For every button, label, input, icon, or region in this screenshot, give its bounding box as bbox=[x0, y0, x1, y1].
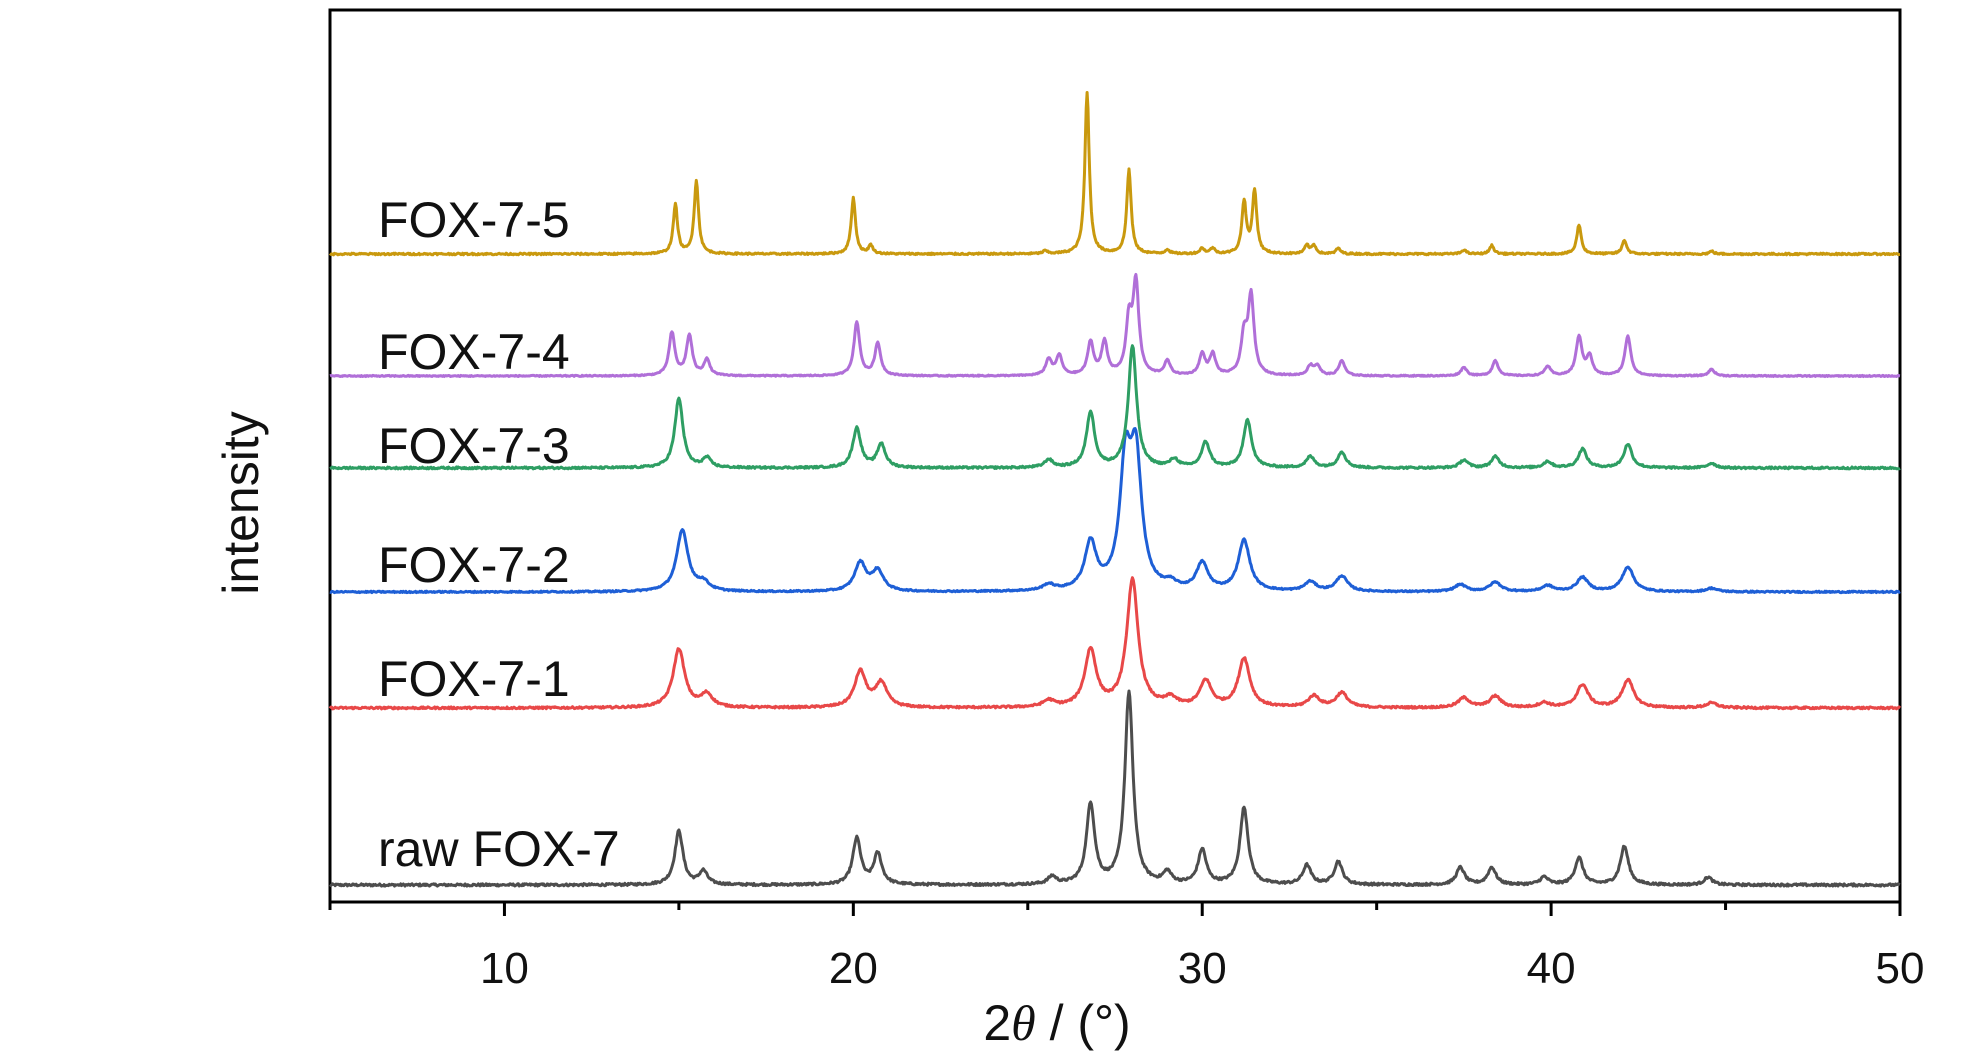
x-axis-title-symbol: θ bbox=[1011, 995, 1036, 1051]
series-label-0: raw FOX-7 bbox=[378, 821, 620, 877]
series-labels: raw FOX-7 FOX-7-1 FOX-7-2 FOX-7-3 FOX-7-4 FOX… bbox=[378, 192, 620, 877]
x-tick-label-30: 30 bbox=[1178, 944, 1227, 993]
x-axis-ticks: 10 20 30 40 50 bbox=[328, 902, 1925, 993]
series-line-3 bbox=[329, 344, 1901, 471]
x-axis-title: 2θ / (°) bbox=[983, 995, 1130, 1051]
series-line-1 bbox=[328, 576, 1902, 711]
y-axis-title: intensity bbox=[213, 411, 269, 594]
series-label-4: FOX-7-4 bbox=[378, 324, 570, 380]
x-tick-label-20: 20 bbox=[829, 944, 878, 993]
series-label-2: FOX-7-2 bbox=[378, 537, 570, 593]
x-axis-title-suffix: / (°) bbox=[1036, 995, 1131, 1051]
series-line-0 bbox=[329, 689, 1901, 888]
x-tick-label-10: 10 bbox=[480, 944, 529, 993]
x-tick-label-40: 40 bbox=[1527, 944, 1576, 993]
series-line-4 bbox=[329, 272, 1901, 378]
x-axis-title-prefix: 2 bbox=[983, 995, 1011, 1051]
series-label-1: FOX-7-1 bbox=[378, 651, 570, 707]
series-layer bbox=[328, 91, 1902, 888]
plot-frame bbox=[328, 8, 1902, 904]
series-label-5: FOX-7-5 bbox=[378, 192, 570, 248]
x-tick-label-50: 50 bbox=[1876, 944, 1925, 993]
series-label-3: FOX-7-3 bbox=[378, 418, 570, 474]
series-line-2 bbox=[329, 427, 1901, 595]
series-line-5 bbox=[328, 91, 1901, 257]
